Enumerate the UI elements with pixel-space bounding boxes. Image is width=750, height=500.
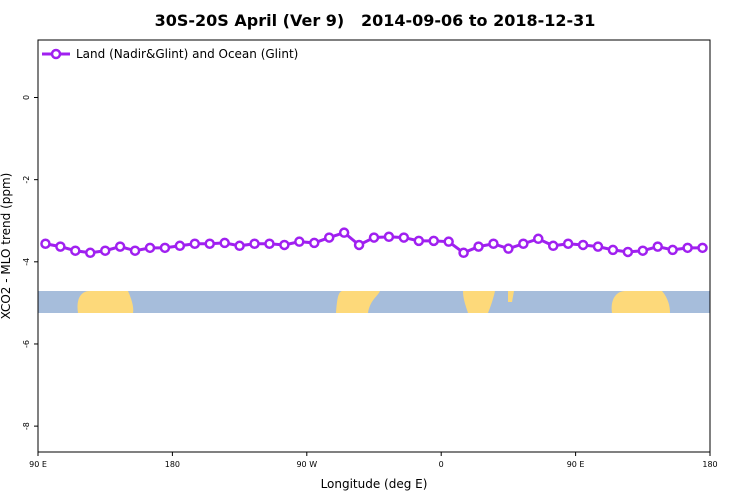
point bbox=[40, 238, 51, 249]
point bbox=[219, 237, 230, 249]
ocean bbox=[38, 291, 710, 313]
point bbox=[637, 245, 649, 256]
map-strip bbox=[38, 291, 710, 313]
point bbox=[562, 238, 574, 249]
x-axis-label: Longitude (deg E) bbox=[321, 477, 428, 491]
point bbox=[159, 242, 171, 254]
point bbox=[503, 243, 514, 254]
point bbox=[234, 240, 245, 252]
point bbox=[383, 231, 395, 243]
y-tick-label: -2 bbox=[22, 176, 31, 184]
point bbox=[368, 232, 380, 243]
point bbox=[547, 240, 559, 252]
point bbox=[323, 232, 335, 243]
point bbox=[458, 247, 469, 259]
point bbox=[279, 239, 290, 251]
x-tick-label: 90 E bbox=[29, 460, 47, 469]
point bbox=[174, 240, 186, 252]
point bbox=[413, 235, 425, 247]
land bbox=[336, 291, 380, 313]
point bbox=[70, 245, 81, 256]
point bbox=[144, 242, 156, 254]
point bbox=[682, 242, 693, 254]
land bbox=[463, 291, 495, 313]
point bbox=[652, 241, 663, 252]
point bbox=[99, 245, 111, 256]
y-tick-label: 0 bbox=[22, 95, 31, 100]
chart-title: 30S-20S April (Ver 9) 2014-09-06 to 2018… bbox=[155, 11, 596, 30]
x-tick-label: 90 E bbox=[567, 460, 585, 469]
point bbox=[338, 227, 350, 238]
point bbox=[607, 244, 619, 256]
point bbox=[518, 238, 529, 249]
point bbox=[55, 241, 66, 252]
point bbox=[353, 239, 365, 251]
x-tick-label: 180 bbox=[165, 460, 180, 469]
x-tick-label: 180 bbox=[702, 460, 717, 469]
point bbox=[533, 233, 544, 245]
point bbox=[622, 246, 634, 258]
point bbox=[697, 242, 708, 254]
land bbox=[508, 291, 514, 302]
point bbox=[249, 238, 260, 249]
x-tick-label: 0 bbox=[439, 460, 444, 469]
point bbox=[592, 241, 604, 252]
point bbox=[85, 247, 96, 259]
point bbox=[667, 244, 678, 256]
point bbox=[309, 237, 320, 249]
point bbox=[488, 238, 499, 249]
point bbox=[264, 238, 275, 249]
y-tick-label: -4 bbox=[22, 258, 31, 266]
point bbox=[577, 239, 589, 251]
legend-label: Land (Nadir&Glint) and Ocean (Glint) bbox=[76, 47, 298, 61]
point bbox=[398, 232, 410, 243]
point bbox=[473, 241, 484, 252]
point bbox=[294, 236, 305, 247]
plot-frame bbox=[37, 39, 711, 453]
legend-marker bbox=[50, 48, 62, 60]
x-tick-label: 90 W bbox=[296, 460, 317, 469]
point bbox=[114, 241, 126, 252]
y-tick-label: -6 bbox=[22, 340, 31, 348]
land bbox=[77, 291, 134, 313]
land bbox=[611, 291, 670, 313]
legend: Land (Nadir&Glint) and Ocean (Glint) bbox=[42, 47, 298, 61]
y-tick-label: -8 bbox=[22, 422, 31, 430]
point bbox=[129, 245, 141, 256]
point bbox=[428, 235, 439, 247]
point bbox=[204, 238, 215, 249]
point bbox=[189, 238, 201, 249]
point bbox=[443, 236, 454, 247]
y-axis-label: XCO2 - MLO trend (ppm) bbox=[0, 173, 13, 320]
